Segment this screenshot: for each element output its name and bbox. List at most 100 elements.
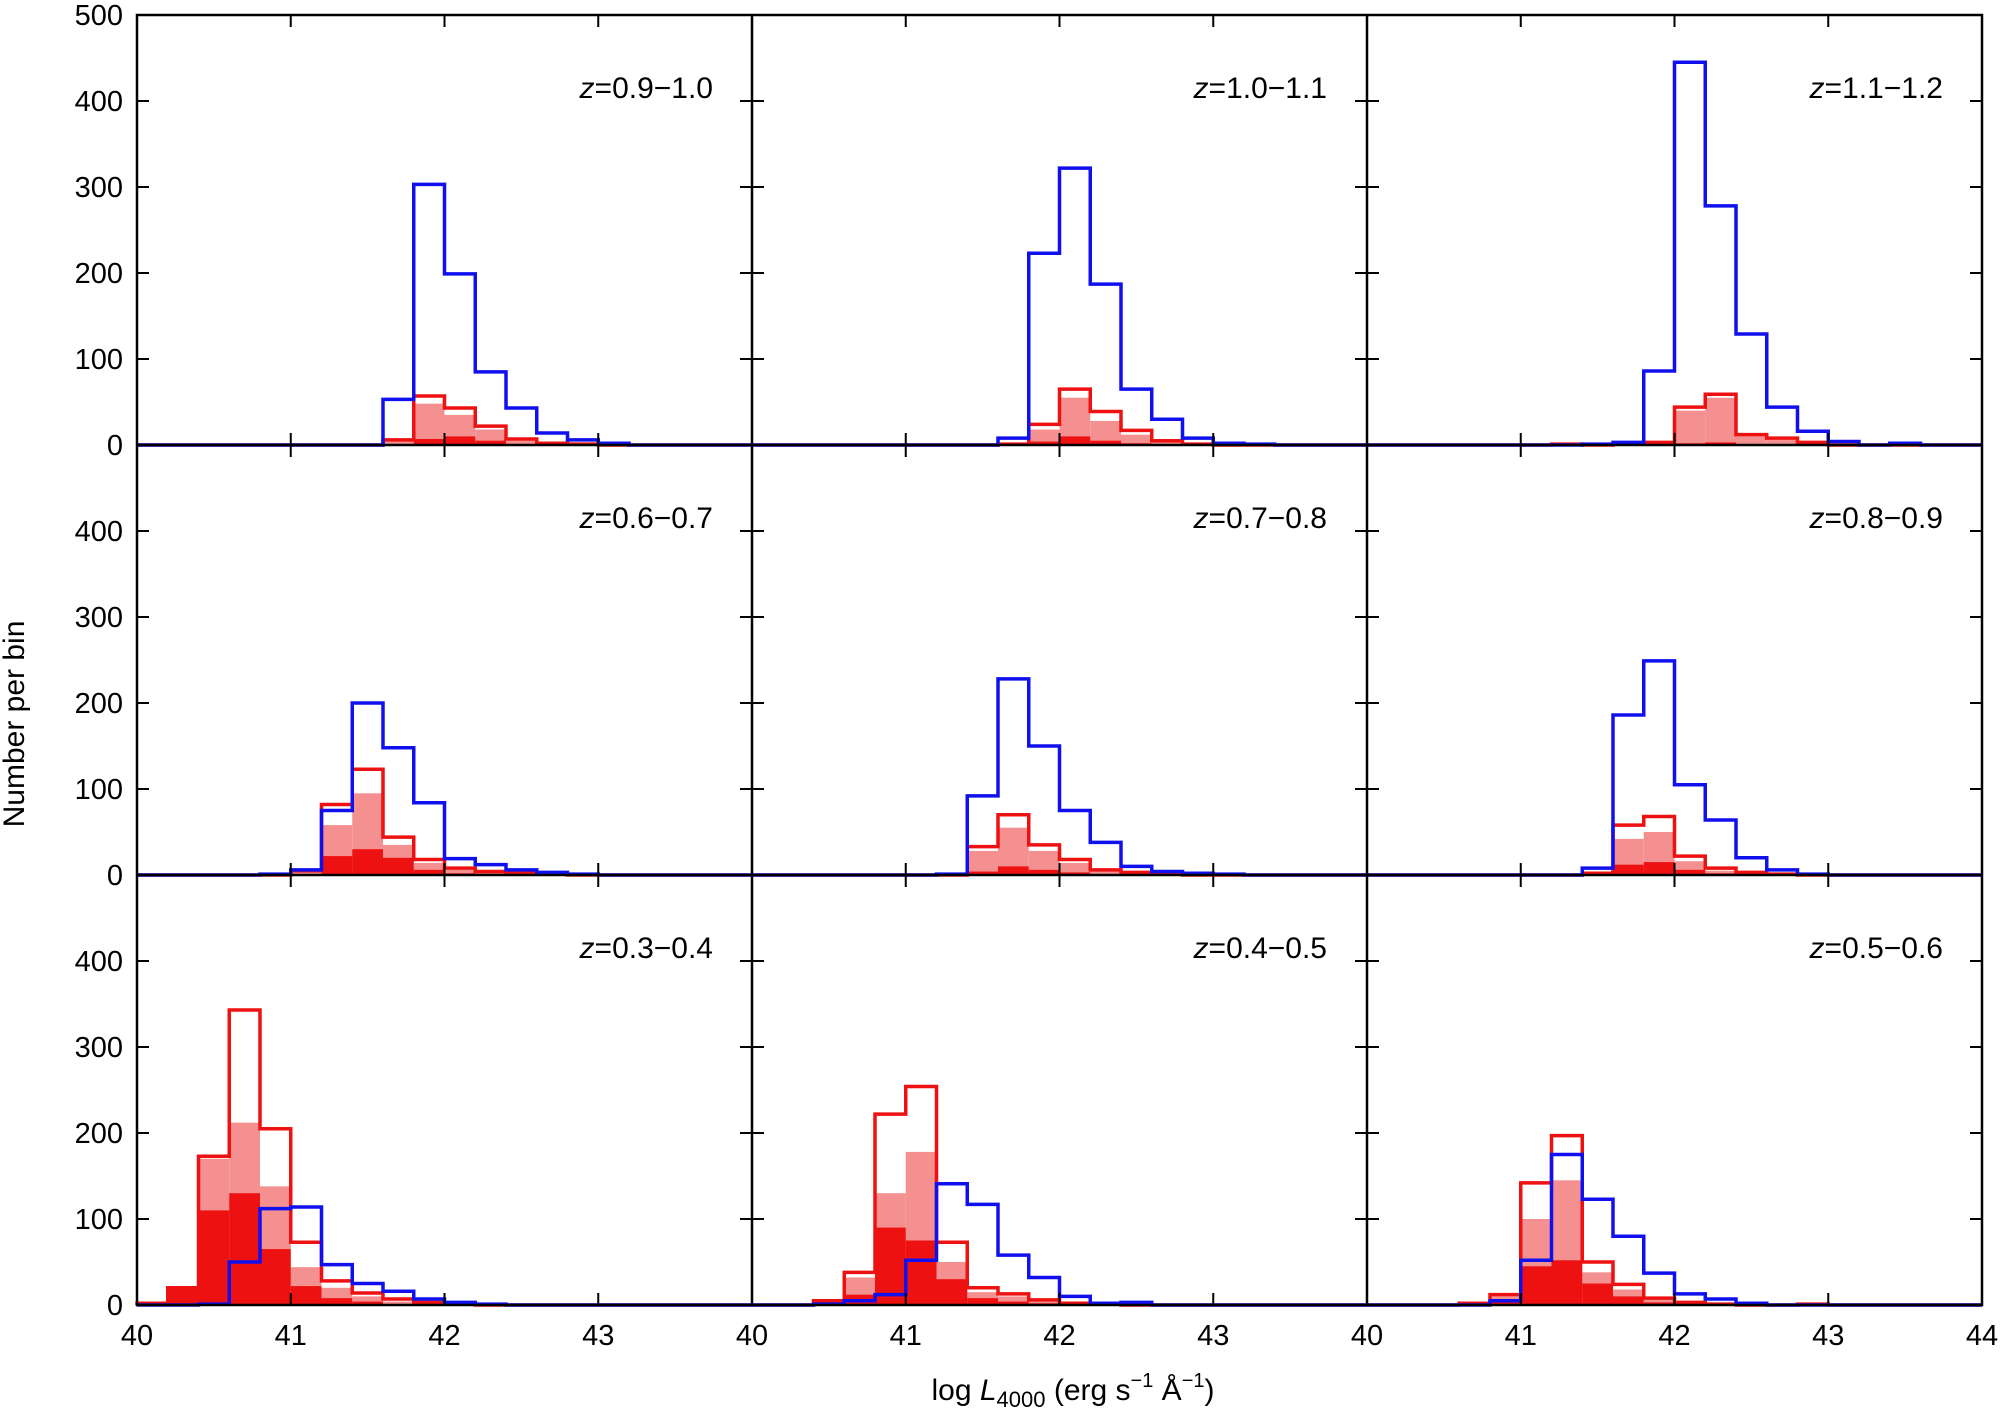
x-tick-label: 41 bbox=[275, 1320, 307, 1352]
solid-red-bar bbox=[905, 1240, 937, 1305]
y-axis-title: Number per bin bbox=[0, 621, 31, 828]
panel-label-1: z=1.0−1.1 bbox=[1193, 72, 1327, 105]
light-red-bar bbox=[1028, 429, 1060, 445]
axes-layer: 0 100 200 300 400 500 0 100 200 300 400 0 100 200 300 4… bbox=[75, 0, 1999, 1352]
panel-7 bbox=[752, 1084, 1367, 1307]
solid-red-bar bbox=[998, 866, 1029, 875]
x-tick-label: 40 bbox=[736, 1320, 768, 1352]
y-tick-label: 0 bbox=[107, 1290, 123, 1322]
panel-label-7: z=0.4−0.5 bbox=[1193, 932, 1327, 965]
x-tick-label: 43 bbox=[582, 1320, 614, 1352]
solid-red-bar bbox=[1613, 864, 1644, 875]
x-tick-label: 41 bbox=[1505, 1320, 1537, 1352]
panel-6 bbox=[135, 1008, 752, 1307]
red-outline-histogram bbox=[752, 1084, 1367, 1307]
light-red-bar bbox=[383, 1301, 414, 1305]
light-red-bar bbox=[506, 440, 537, 445]
panel-label-6: z=0.3−0.4 bbox=[579, 932, 713, 965]
solid-red-bar bbox=[1059, 872, 1091, 875]
light-red-bar bbox=[383, 441, 414, 445]
light-red-bar bbox=[967, 850, 998, 875]
y-tick-label: 200 bbox=[75, 1118, 123, 1150]
solid-red-bar bbox=[1705, 442, 1736, 445]
solid-red-bar bbox=[1551, 1260, 1583, 1305]
light-red-bar bbox=[352, 1296, 383, 1305]
solid-red-bar bbox=[1643, 1302, 1675, 1305]
panel-3 bbox=[137, 701, 752, 877]
panels-layer bbox=[135, 60, 1982, 1307]
light-red-bar bbox=[1674, 410, 1706, 445]
panel-label-5: z=0.8−0.9 bbox=[1809, 502, 1943, 535]
x-tick-label: 44 bbox=[1966, 1320, 1998, 1352]
panel-5 bbox=[1367, 659, 1982, 877]
y-tick-label: 300 bbox=[75, 1032, 123, 1064]
solid-red-bar bbox=[1674, 869, 1706, 875]
light-red-bar bbox=[1736, 436, 1767, 445]
solid-red-bar bbox=[413, 438, 445, 445]
light-red-bar bbox=[444, 869, 476, 875]
solid-red-bar bbox=[290, 1286, 322, 1305]
panel-label-0: z=0.9−1.0 bbox=[579, 72, 713, 105]
solid-red-bar bbox=[352, 1301, 383, 1305]
solid-red-bar bbox=[1520, 1266, 1552, 1305]
light-red-bar bbox=[1059, 862, 1091, 875]
y-tick-label: 100 bbox=[75, 1204, 123, 1236]
y-tick-label: 0 bbox=[107, 430, 123, 462]
solid-red-bar bbox=[998, 1301, 1029, 1305]
light-red-bar bbox=[1766, 439, 1798, 445]
y-tick-label: 300 bbox=[75, 602, 123, 634]
x-tick-label: 42 bbox=[1658, 1320, 1690, 1352]
x-tick-label: 42 bbox=[428, 1320, 460, 1352]
y-tick-label: 300 bbox=[75, 172, 123, 204]
y-tick-label: 0 bbox=[107, 860, 123, 892]
panel-2 bbox=[1367, 60, 1982, 447]
solid-red-bar bbox=[198, 1210, 230, 1305]
blue-histogram bbox=[1367, 60, 1982, 447]
x-tick-label: 43 bbox=[1812, 1320, 1844, 1352]
solid-red-bar bbox=[1490, 1301, 1521, 1305]
solid-red-bar bbox=[1028, 869, 1060, 875]
solid-red-bar bbox=[1613, 1296, 1644, 1305]
panel-label-4: z=0.7−0.8 bbox=[1193, 502, 1327, 535]
solid-red-bar bbox=[229, 1193, 260, 1305]
solid-red-bar bbox=[352, 849, 383, 875]
solid-red-bar bbox=[475, 440, 506, 445]
panel-1 bbox=[752, 166, 1367, 447]
solid-red-bar bbox=[1643, 862, 1675, 875]
y-tick-label: 200 bbox=[75, 258, 123, 290]
panel-labels: z=0.9−1.0 z=1.0−1.1 z=1.1−1.2 z=0.6−0.7 … bbox=[579, 72, 1943, 965]
solid-red-bar bbox=[967, 871, 998, 875]
x-tick-label: 42 bbox=[1043, 1320, 1075, 1352]
light-red-bar bbox=[998, 1296, 1029, 1305]
blue-histogram bbox=[137, 701, 752, 877]
y-tick-label: 400 bbox=[75, 946, 123, 978]
solid-red-bar bbox=[1059, 436, 1091, 445]
panel-label-3: z=0.6−0.7 bbox=[579, 502, 713, 535]
panel-0 bbox=[137, 182, 752, 447]
light-red-bar bbox=[1643, 1299, 1675, 1305]
solid-red-bar bbox=[1090, 440, 1121, 445]
x-tick-label: 41 bbox=[890, 1320, 922, 1352]
solid-red-bar bbox=[167, 1289, 199, 1305]
x-tick-label: 43 bbox=[1197, 1320, 1229, 1352]
solid-red-bar bbox=[383, 857, 414, 875]
panel-8 bbox=[1367, 1133, 1982, 1307]
panel-4 bbox=[752, 677, 1367, 877]
solid-red-bar bbox=[875, 1227, 906, 1305]
solid-red-bar bbox=[1582, 1283, 1613, 1305]
y-tick-label: 100 bbox=[75, 344, 123, 376]
light-red-bar bbox=[475, 872, 506, 875]
panel-label-8: z=0.5−0.6 bbox=[1809, 932, 1943, 965]
solid-red-bar bbox=[1028, 441, 1060, 445]
x-axis-title: log L4000 (erg s−1 Å−1) bbox=[931, 1370, 1214, 1412]
light-red-bar bbox=[1705, 397, 1736, 445]
blue-histogram bbox=[1367, 1152, 1982, 1307]
light-red-bar bbox=[413, 403, 445, 445]
solid-red-bar bbox=[413, 869, 445, 875]
solid-red-bar bbox=[321, 856, 353, 875]
light-red-bar bbox=[1705, 870, 1736, 875]
y-tick-label: 400 bbox=[75, 516, 123, 548]
solid-red-bar bbox=[967, 1298, 998, 1305]
light-red-bar bbox=[290, 872, 322, 875]
